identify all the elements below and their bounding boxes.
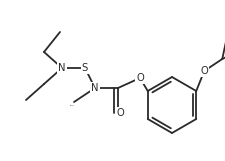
- Text: O: O: [136, 73, 144, 83]
- Text: methyl: methyl: [70, 104, 74, 106]
- Text: N: N: [91, 83, 99, 93]
- Text: O: O: [200, 66, 208, 76]
- Text: O: O: [116, 108, 124, 118]
- Text: N: N: [58, 63, 66, 73]
- Text: S: S: [82, 63, 88, 73]
